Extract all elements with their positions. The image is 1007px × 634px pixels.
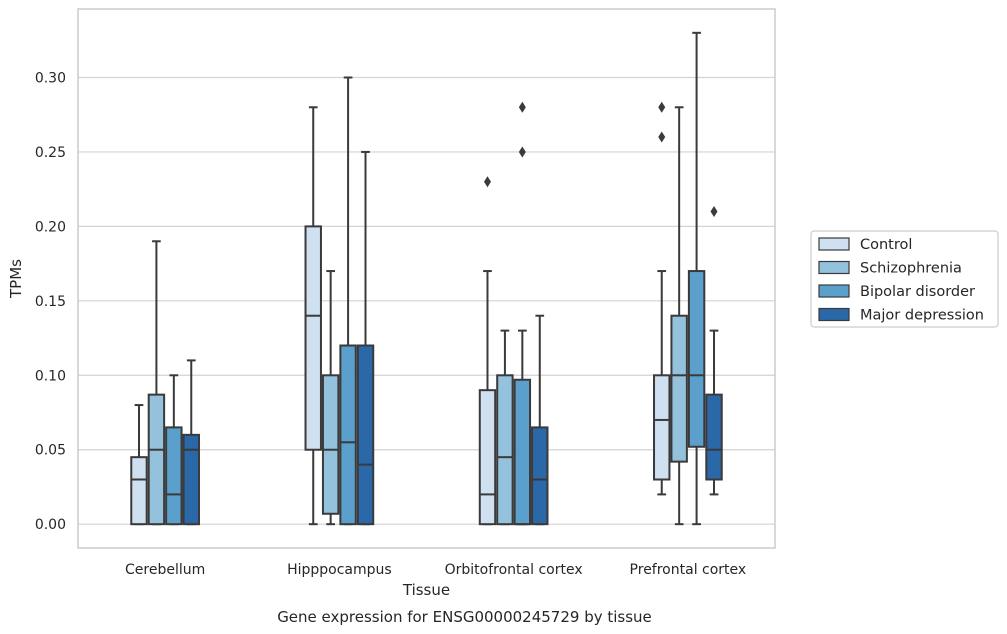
chart-caption: Gene expression for ENSG00000245729 by t… [277,608,652,626]
box-iqr [130,456,148,526]
y-tick-labels: 0.00 0.05 0.10 0.15 0.20 0.25 0.30 [35,70,66,533]
y-tick-label: 0.20 [35,219,66,235]
box-prefrontal-cortex-major-depression [705,205,723,496]
y-tick-label: 0.15 [35,294,66,310]
box-iqr [339,344,357,526]
box-iqr [478,389,497,526]
legend-label: Major depression [860,308,984,324]
box-orbitofrontal-cortex-bipolar-disorder [513,101,532,526]
box-iqr [653,374,671,481]
legend: Control Schizophrenia Bipolar disorder Majo… [810,230,999,328]
box-cerebellum-schizophrenia [147,240,166,526]
box-hipppocampus-control [304,106,322,526]
legend-frame [810,230,999,328]
box-cerebellum-major-depression [182,359,200,526]
outlier-point [483,176,491,188]
box-hipppocampus-bipolar-disorder [339,76,357,526]
outlier-point [710,205,718,217]
box-orbitofrontal-cortex-schizophrenia [496,329,514,526]
box-iqr [531,426,549,526]
y-tick-label: 0.10 [35,368,66,384]
y-tick-label: 0.05 [35,443,66,459]
box-iqr [165,426,183,526]
box-prefrontal-cortex-bipolar-disorder [687,31,706,526]
box-iqr [304,225,322,451]
box-iqr [496,374,514,526]
box-iqr [147,393,166,526]
outlier-point [658,131,666,143]
box-cerebellum-control [130,404,148,526]
box-iqr [670,314,688,463]
x-tick-label: Prefrontal cortex [630,562,747,578]
x-tick-label: Orbitofrontal cortex [445,562,583,578]
y-axis-label: TPMs [7,259,25,299]
outlier-point [658,101,666,113]
box-orbitofrontal-cortex-major-depression [531,314,549,526]
box-iqr [356,344,375,526]
plot-frame [77,8,776,549]
legend-swatch [818,237,850,251]
outlier-point [518,101,526,113]
x-axis-label: Tissue [402,581,450,599]
outlier-point [518,146,526,158]
y-tick-label: 0.25 [35,145,66,161]
box-hipppocampus-major-depression [356,150,375,526]
box-groups [130,31,723,526]
box-iqr [182,433,200,526]
box-iqr [705,393,723,481]
y-tick-label: 0.30 [35,70,66,86]
x-tick-label: Cerebellum [125,562,205,578]
box-iqr [513,378,532,526]
box-iqr [321,374,340,515]
legend-label: Schizophrenia [860,261,962,277]
box-prefrontal-cortex-control [653,101,671,496]
legend-swatch [818,284,850,298]
box-orbitofrontal-cortex-control [478,176,497,526]
x-tick-labels: Cerebellum Hipppocampus Orbitofrontal cort… [125,562,746,578]
box-iqr [687,270,706,448]
box-hipppocampus-schizophrenia [321,270,340,526]
x-tick-label: Hipppocampus [287,562,392,578]
legend-swatch [818,307,850,322]
box-cerebellum-bipolar-disorder [165,374,183,526]
legend-label: Control [860,237,912,253]
legend-swatch [818,260,850,275]
y-tick-label: 0.00 [35,517,66,533]
box-prefrontal-cortex-schizophrenia [670,106,688,526]
legend-label: Bipolar disorder [860,284,975,300]
